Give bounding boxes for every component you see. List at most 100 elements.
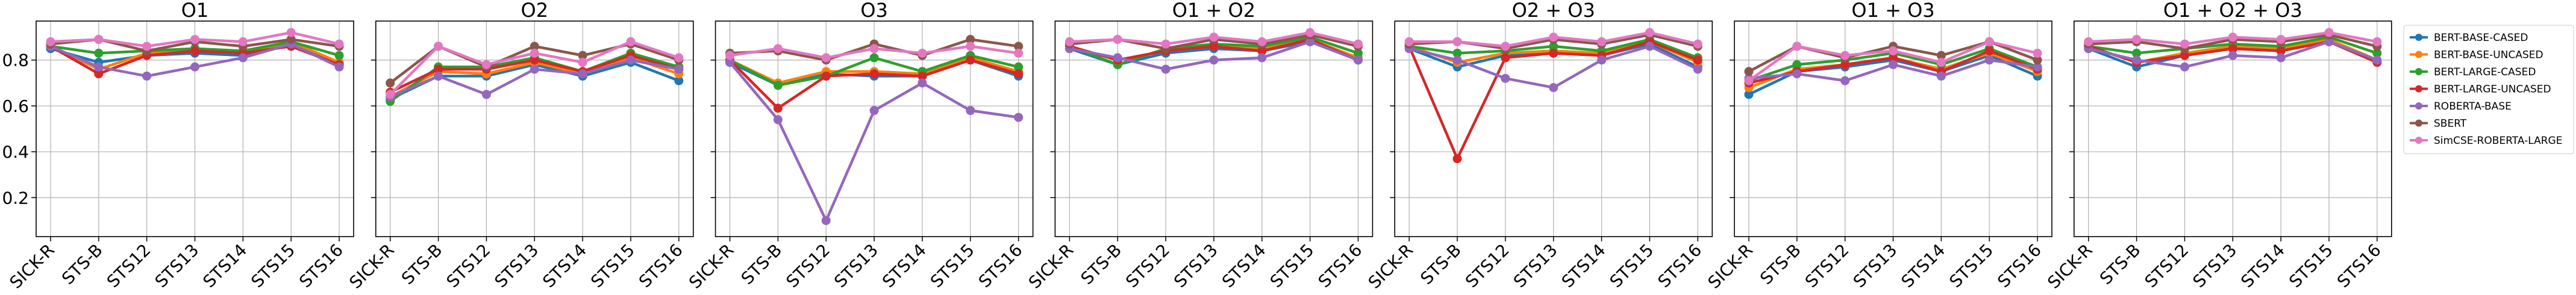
plot-frame <box>1054 20 1374 237</box>
x-tick-label: STS13 <box>1849 240 1901 292</box>
point <box>530 48 539 58</box>
point <box>2084 37 2093 46</box>
x-tick-label: SICK-R <box>685 240 737 293</box>
legend-marker <box>2415 137 2422 144</box>
point <box>966 106 975 116</box>
x-tick-label: STS14 <box>1558 240 1610 292</box>
point <box>1257 46 1267 56</box>
point <box>674 53 684 63</box>
point <box>966 55 975 65</box>
subplot-title: O1 + O2 <box>1172 0 1255 22</box>
point <box>334 39 344 49</box>
subplot-title: O2 + O3 <box>1512 0 1595 22</box>
x-tick-label: STS13 <box>830 240 882 292</box>
x-tick-label: STS14 <box>199 240 251 292</box>
x-tick-label: STS12 <box>1462 240 1513 292</box>
point <box>1452 55 1462 65</box>
legend-marker <box>2415 68 2422 75</box>
point <box>1501 73 1510 83</box>
point <box>2276 46 2286 56</box>
x-tick-label: STS-B <box>398 240 446 289</box>
point <box>1744 90 1754 99</box>
point <box>1353 55 1363 65</box>
point <box>334 51 344 60</box>
point <box>1693 55 1702 65</box>
point <box>2180 51 2189 60</box>
point <box>1064 37 1074 46</box>
x-tick-label: SICK-R <box>1025 240 1077 293</box>
point <box>386 90 395 99</box>
point <box>1549 42 1558 51</box>
x-tick-label: SICK-R <box>1704 240 1757 293</box>
plot-frame <box>2074 20 2392 237</box>
point <box>1840 76 1850 85</box>
plot-frame <box>1394 20 1713 237</box>
legend-marker <box>2415 51 2422 58</box>
x-tick-label: STS14 <box>2237 240 2289 292</box>
plot-frame <box>714 20 1034 237</box>
point <box>1889 46 1898 56</box>
point <box>674 64 684 74</box>
point <box>1209 55 1219 65</box>
point <box>286 28 296 37</box>
x-tick-label: STS14 <box>1218 240 1270 292</box>
point <box>1597 55 1607 65</box>
point <box>94 62 104 72</box>
point <box>821 71 831 81</box>
point <box>1257 53 1267 63</box>
point <box>386 78 395 88</box>
x-tick-label: STS-B <box>1756 240 1805 289</box>
x-tick-label: STS14 <box>539 240 590 292</box>
point <box>1889 60 1898 69</box>
x-tick-label: SICK-R <box>1365 240 1417 293</box>
point <box>190 62 199 72</box>
point <box>918 71 927 81</box>
point <box>1014 69 1024 79</box>
point <box>530 42 539 51</box>
point <box>773 104 783 113</box>
x-tick-label: STS13 <box>2189 240 2240 292</box>
x-tick-label: SICK-R <box>345 240 398 293</box>
legend-marker <box>2415 102 2422 110</box>
point <box>966 34 975 44</box>
point <box>238 37 248 46</box>
point <box>142 42 152 51</box>
plot-frame <box>375 20 694 237</box>
x-tick-label: STS-B <box>1077 240 1126 289</box>
point <box>966 42 975 51</box>
point <box>1936 58 1946 67</box>
point <box>2228 51 2237 60</box>
x-tick-label: STS15 <box>2285 240 2337 292</box>
point <box>725 51 735 60</box>
legend-marker <box>2415 119 2422 127</box>
y-tick-label: 0.8 <box>2 51 29 70</box>
x-tick-label: STS-B <box>2096 240 2145 289</box>
point <box>773 115 783 125</box>
point <box>481 60 491 69</box>
point <box>2276 53 2286 63</box>
point <box>1452 37 1462 46</box>
legend-label: SimCSE-ROBERTA-LARGE <box>2434 135 2562 147</box>
point <box>1452 48 1462 58</box>
point <box>1161 39 1171 49</box>
x-tick-label: STS16 <box>1315 240 1366 292</box>
point <box>434 64 443 74</box>
point <box>1209 42 1219 51</box>
point <box>1840 60 1850 69</box>
point <box>626 37 636 46</box>
x-tick-label: STS12 <box>2141 240 2193 292</box>
subplot-title: O2 <box>521 0 549 22</box>
point <box>1744 76 1754 85</box>
x-tick-label: STS-B <box>58 240 107 289</box>
x-tick-label: STS16 <box>1654 240 1705 292</box>
x-tick-label: STS13 <box>151 240 203 292</box>
subplot-title: O3 <box>860 0 888 22</box>
point <box>1693 64 1702 74</box>
point <box>530 55 539 65</box>
point <box>1840 51 1850 60</box>
